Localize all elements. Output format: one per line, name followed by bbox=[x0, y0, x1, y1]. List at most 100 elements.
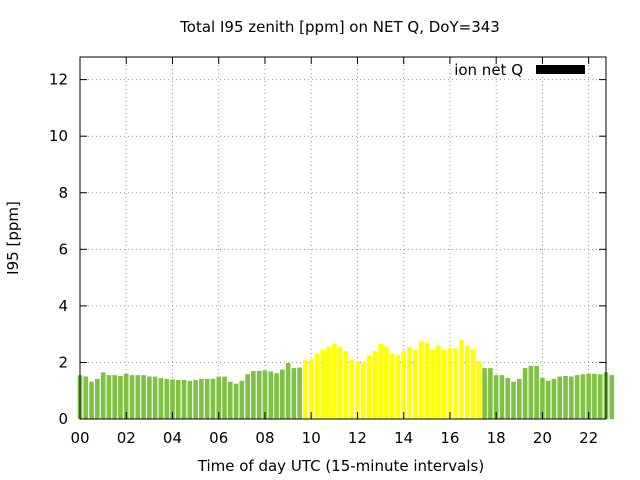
y-tick-label: 4 bbox=[58, 297, 68, 315]
bar bbox=[152, 376, 158, 419]
bar bbox=[534, 365, 539, 419]
bar bbox=[597, 374, 603, 419]
x-tick-label: 06 bbox=[209, 429, 228, 447]
bar bbox=[540, 377, 545, 419]
y-tick-label: 0 bbox=[58, 410, 68, 428]
bar bbox=[83, 376, 89, 419]
bar bbox=[158, 377, 164, 419]
bar bbox=[580, 374, 586, 419]
x-tick-label: 00 bbox=[70, 429, 89, 447]
bar bbox=[551, 378, 557, 419]
x-tick-label: 02 bbox=[117, 429, 136, 447]
bar bbox=[557, 376, 563, 419]
bar bbox=[95, 378, 100, 419]
bar bbox=[112, 375, 117, 419]
bar bbox=[488, 368, 493, 419]
bar bbox=[164, 378, 170, 419]
bar bbox=[274, 373, 279, 419]
bar bbox=[204, 378, 210, 419]
bar bbox=[308, 359, 314, 419]
x-tick-label: 10 bbox=[302, 429, 321, 447]
bar bbox=[378, 344, 383, 419]
x-tick-label: 12 bbox=[348, 429, 367, 447]
bar bbox=[233, 383, 239, 419]
bar bbox=[100, 372, 106, 419]
bar bbox=[563, 376, 568, 419]
bar bbox=[574, 375, 580, 419]
bar bbox=[384, 346, 389, 419]
bar bbox=[464, 345, 470, 419]
bar bbox=[216, 376, 222, 419]
y-tick-label: 12 bbox=[49, 71, 68, 89]
plot-frame bbox=[79, 56, 607, 420]
bar bbox=[459, 339, 464, 419]
bar bbox=[210, 378, 216, 419]
bar bbox=[586, 373, 591, 419]
legend-label: ion net Q bbox=[454, 61, 523, 79]
bar bbox=[135, 375, 141, 419]
y-tick-label: 10 bbox=[49, 127, 68, 145]
bar bbox=[592, 373, 597, 419]
x-tick-label: 18 bbox=[487, 429, 506, 447]
bar bbox=[407, 346, 412, 419]
bar bbox=[337, 346, 343, 419]
bar bbox=[499, 375, 505, 419]
y-axis-label: I95 [ppm] bbox=[4, 201, 22, 275]
bar bbox=[181, 379, 187, 419]
bar bbox=[430, 349, 435, 419]
y-tick-label: 8 bbox=[58, 184, 68, 202]
grid bbox=[80, 57, 606, 419]
bar bbox=[129, 375, 135, 419]
bar bbox=[199, 378, 204, 419]
bars bbox=[77, 339, 615, 420]
bar bbox=[447, 348, 453, 419]
x-axis-label: Time of day UTC (15-minute intervals) bbox=[197, 457, 484, 475]
bar bbox=[453, 348, 459, 419]
bar bbox=[251, 370, 256, 419]
bar bbox=[609, 375, 615, 419]
bar bbox=[175, 379, 181, 419]
bar bbox=[332, 344, 337, 419]
bar bbox=[355, 361, 360, 419]
x-tick-label: 20 bbox=[533, 429, 552, 447]
bar bbox=[412, 349, 418, 419]
bar bbox=[320, 349, 326, 419]
bar bbox=[401, 351, 406, 420]
x-tick-label: 14 bbox=[394, 429, 413, 447]
bar bbox=[187, 380, 193, 419]
x-tick-label: 22 bbox=[579, 429, 598, 447]
bar bbox=[528, 365, 534, 419]
bar bbox=[118, 376, 123, 419]
chart-title: Total I95 zenith [ppm] on NET Q, DoY=343 bbox=[179, 18, 500, 36]
y-tick-label: 2 bbox=[58, 353, 68, 371]
bar bbox=[395, 355, 401, 419]
y-tick-label: 6 bbox=[58, 240, 68, 258]
bar bbox=[476, 361, 482, 419]
bar bbox=[303, 360, 308, 419]
legend: ion net Q bbox=[454, 61, 585, 79]
bar bbox=[424, 342, 430, 419]
x-tick-label: 04 bbox=[163, 429, 182, 447]
bar bbox=[493, 375, 499, 419]
bar bbox=[106, 375, 112, 419]
bar bbox=[222, 376, 227, 419]
legend-swatch bbox=[536, 65, 585, 74]
bar bbox=[516, 378, 522, 419]
bar bbox=[297, 367, 302, 419]
bar bbox=[505, 377, 511, 419]
bar bbox=[193, 379, 198, 419]
bar bbox=[285, 363, 291, 419]
bar bbox=[366, 355, 372, 419]
bar bbox=[418, 341, 424, 419]
x-tick-label: 08 bbox=[255, 429, 274, 447]
bar bbox=[314, 353, 320, 419]
bar bbox=[482, 368, 487, 419]
bar bbox=[389, 353, 395, 419]
bar bbox=[280, 369, 285, 419]
bar bbox=[349, 359, 354, 419]
bar bbox=[262, 370, 268, 419]
bar bbox=[227, 381, 233, 419]
bar bbox=[256, 370, 262, 419]
